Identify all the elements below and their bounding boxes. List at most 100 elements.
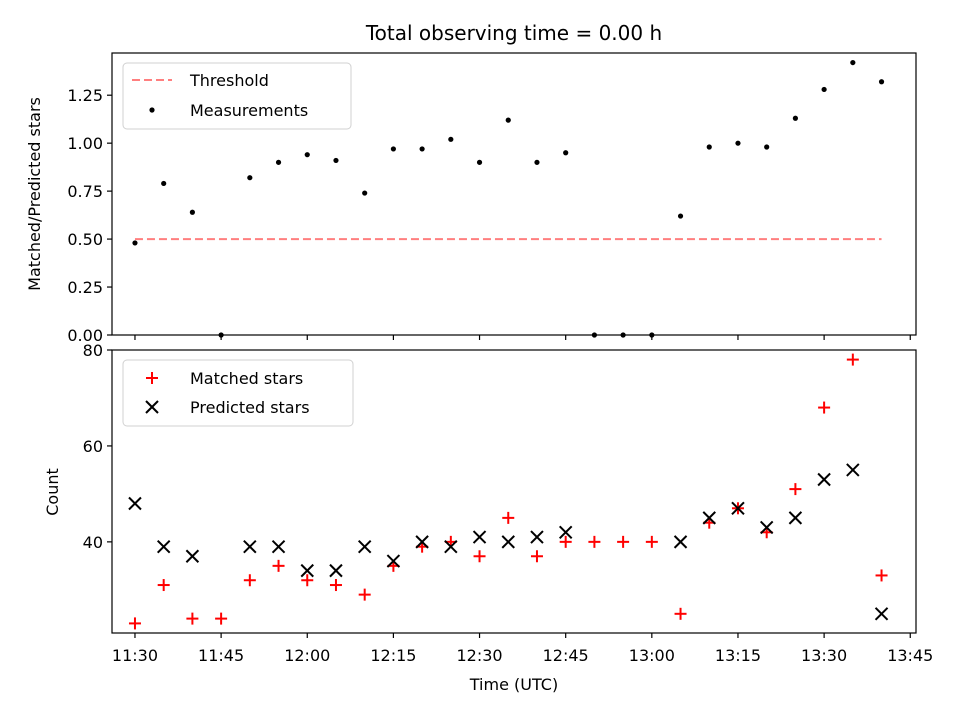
predicted-stars-point — [156, 539, 171, 554]
top-ytick-label: 1.25 — [67, 86, 103, 105]
measurement-point — [735, 140, 741, 146]
top-ytick-label: 0.75 — [67, 182, 103, 201]
bottom-panel-marks — [128, 353, 889, 630]
measurement-point — [304, 152, 310, 158]
predicted-stars-point — [759, 520, 774, 535]
bottom-ytick-label: 40 — [83, 533, 103, 552]
bottom-ylabel: Count — [43, 468, 62, 516]
xtick-label: 11:45 — [198, 646, 244, 665]
predicted-stars-point — [731, 501, 745, 515]
legend-predicted-swatch — [145, 400, 159, 414]
measurement-point — [419, 146, 425, 152]
measurement-point — [878, 79, 885, 85]
measurement-point — [764, 144, 770, 150]
xtick-label: 12:00 — [284, 646, 330, 665]
legend-matched-label: Matched stars — [190, 369, 303, 388]
measurement-point — [247, 175, 253, 181]
predicted-stars-point — [530, 530, 544, 544]
top-ytick-label: 1.00 — [67, 134, 103, 153]
measurement-point — [563, 150, 569, 156]
xtick-label: 12:15 — [370, 646, 416, 665]
predicted-stars-point — [444, 539, 458, 554]
matched-stars-point — [559, 535, 572, 548]
matched-stars-point — [674, 607, 687, 620]
predicted-stars-point — [558, 525, 573, 539]
bottom-legend-box — [122, 359, 354, 427]
measurement-point — [534, 159, 540, 165]
matched-stars-point — [301, 574, 314, 587]
matched-stars-point — [128, 617, 141, 630]
matched-stars-point — [157, 579, 170, 592]
measurement-point — [448, 136, 454, 142]
legend-measurements-swatch — [149, 107, 155, 113]
predicted-stars-point — [501, 535, 515, 549]
matched-stars-point — [215, 612, 228, 625]
measurement-point — [792, 115, 799, 121]
predicted-stars-point — [185, 549, 200, 563]
predicted-stars-point — [817, 472, 831, 487]
measurement-point — [677, 213, 684, 219]
predicted-stars-point — [788, 511, 803, 525]
matched-stars-point — [530, 550, 543, 563]
xtick-label: 13:45 — [887, 646, 933, 665]
top-panel-frame — [111, 52, 917, 336]
bottom-xlabel: Time (UTC) — [469, 675, 558, 694]
xtick-label: 13:00 — [629, 646, 675, 665]
predicted-stars-point — [415, 535, 429, 549]
predicted-stars-point — [874, 607, 889, 621]
bottom-legend: Matched stars Predicted stars — [122, 359, 354, 427]
top-ylabel: Matched/Predicted stars — [25, 97, 44, 291]
bottom-ytick-label: 60 — [83, 437, 103, 456]
bottom-panel-frame — [111, 349, 917, 634]
legend-threshold-label: Threshold — [189, 71, 269, 90]
matched-stars-point — [186, 612, 199, 625]
matched-stars-point — [272, 559, 285, 572]
measurement-point — [821, 86, 827, 93]
measurement-point — [505, 117, 511, 123]
predicted-stars-point — [271, 539, 286, 554]
xtick-label: 11:30 — [112, 646, 158, 665]
top-ytick-label: 0.00 — [67, 326, 103, 345]
xtick-label: 13:30 — [801, 646, 847, 665]
matched-stars-point — [502, 511, 515, 524]
measurement-point — [850, 59, 856, 66]
predicted-stars-point — [128, 496, 142, 511]
predicted-stars-point — [329, 563, 343, 578]
bottom-panel-ticks: 11:30 11:45 12:00 12:15 12:30 12:45 13:00 13:15… — [83, 341, 934, 665]
top-panel-marks — [132, 59, 885, 338]
predicted-stars-point — [243, 539, 257, 554]
matched-stars-point — [846, 353, 859, 366]
matched-stars-point — [243, 574, 256, 587]
predicted-stars-point — [300, 563, 314, 578]
matched-stars-point — [645, 535, 658, 548]
top-chart-title: Total observing time = 0.00 h — [365, 21, 662, 45]
xtick-label: 12:30 — [456, 646, 502, 665]
top-panel-ticks: 0.00 0.25 0.50 0.75 1.00 1.25 — [67, 86, 911, 345]
measurement-point — [189, 209, 195, 215]
xtick-label: 12:45 — [543, 646, 589, 665]
matched-stars-point — [358, 588, 371, 601]
measurement-point — [275, 159, 282, 165]
predicted-stars-point — [846, 463, 860, 477]
top-ytick-label: 0.25 — [67, 278, 103, 297]
matched-stars-point — [617, 535, 630, 548]
predicted-stars-point — [702, 511, 716, 525]
predicted-stars-point — [472, 530, 487, 544]
measurement-point — [161, 180, 167, 187]
measurement-point — [390, 146, 396, 152]
measurement-point — [333, 157, 339, 164]
matched-stars-point — [329, 579, 342, 592]
measurement-point — [132, 240, 138, 246]
bottom-panel: 11:30 11:45 12:00 12:15 12:30 12:45 13:00 13:15… — [43, 341, 933, 694]
matched-stars-point — [473, 550, 486, 563]
measurement-point — [706, 144, 712, 150]
bottom-ytick-label: 80 — [83, 341, 103, 360]
matched-stars-point — [818, 401, 831, 414]
matched-stars-point — [875, 569, 888, 582]
top-panel: 0.00 0.25 0.50 0.75 1.00 1.25 Matched/Predict… — [25, 52, 917, 345]
matched-stars-point — [588, 535, 601, 548]
top-ytick-label: 0.50 — [67, 230, 103, 249]
top-legend-box — [122, 62, 352, 130]
legend-predicted-label: Predicted stars — [190, 398, 310, 417]
